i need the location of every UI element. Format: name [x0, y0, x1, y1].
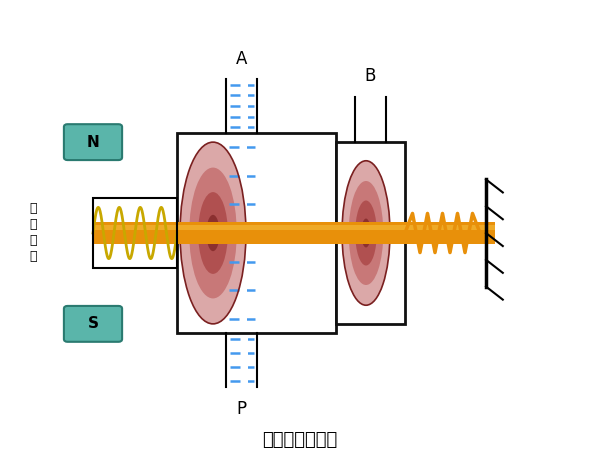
Bar [93, 198, 177, 268]
FancyBboxPatch shape [64, 124, 122, 160]
Text: B: B [365, 67, 376, 85]
Ellipse shape [180, 142, 246, 324]
Ellipse shape [189, 168, 237, 298]
Text: P: P [237, 400, 247, 418]
Ellipse shape [206, 215, 220, 251]
Ellipse shape [198, 192, 228, 274]
FancyBboxPatch shape [64, 306, 122, 342]
Ellipse shape [342, 161, 390, 305]
Ellipse shape [349, 181, 383, 285]
Text: 线
圈
断
电: 线 圈 断 电 [29, 203, 37, 263]
Text: 二位三通电磁阀: 二位三通电磁阀 [262, 432, 338, 449]
Text: N: N [86, 135, 100, 150]
Bar [93, 222, 495, 244]
Bar [93, 226, 495, 230]
Text: A: A [236, 49, 247, 68]
Ellipse shape [355, 200, 377, 266]
Ellipse shape [361, 219, 371, 247]
Text: S: S [88, 316, 98, 331]
Bar [177, 133, 336, 333]
Bar [336, 142, 405, 324]
